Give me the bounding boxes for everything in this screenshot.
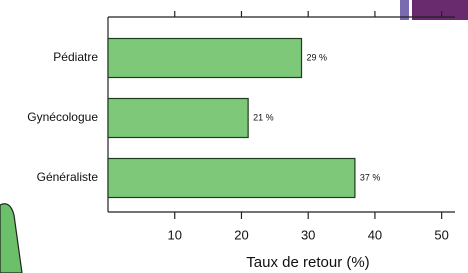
y-tick-label: Pédiatre — [53, 50, 98, 64]
x-axis-label: Taux de retour (%) — [246, 254, 369, 271]
decor-shape — [0, 204, 22, 273]
value-label: 37 % — [360, 172, 381, 182]
value-label: 21 % — [253, 112, 274, 122]
x-tick-label: 30 — [301, 227, 315, 242]
x-tick-label: 40 — [368, 227, 382, 242]
y-tick-label: Généraliste — [37, 170, 99, 184]
bar — [108, 99, 248, 138]
value-label: 29 % — [307, 52, 328, 62]
x-tick-label: 50 — [434, 227, 448, 242]
y-tick-label: Gynécologue — [27, 110, 98, 124]
chart: Taux de retour (%) 10 20 30 40 50 Pédiatre 29 … — [0, 0, 468, 273]
x-tick-label: 20 — [234, 227, 248, 242]
bar — [108, 39, 302, 78]
x-tick-label: 10 — [167, 227, 181, 242]
bar — [108, 159, 355, 198]
